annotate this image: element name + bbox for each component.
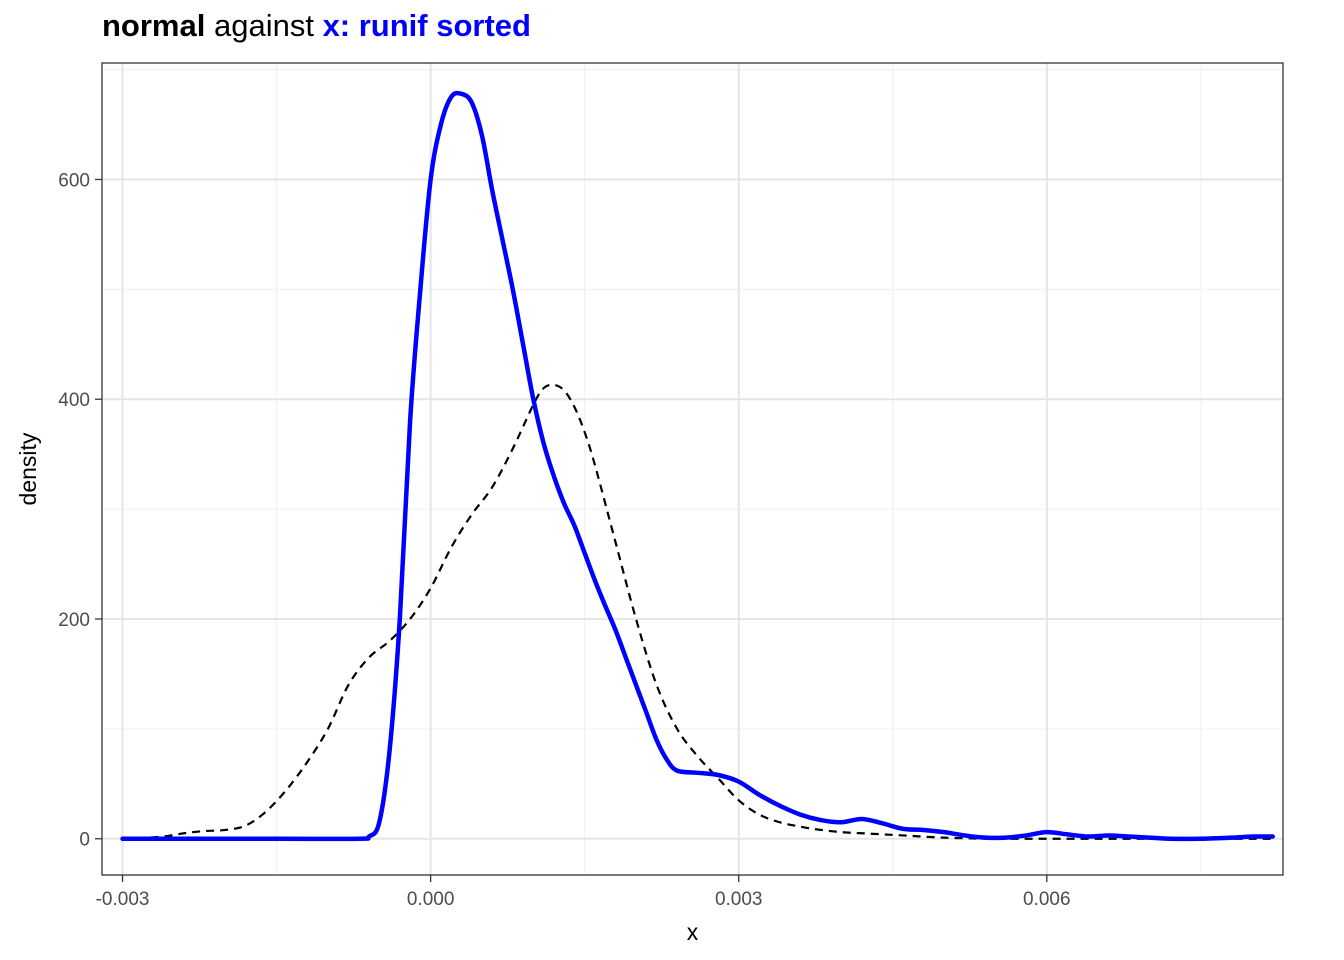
dashed-density-line: [122, 383, 1273, 840]
title-plain-part: against: [205, 8, 323, 43]
series-lines: [120, 90, 1275, 842]
x-tick-label: 0.000: [407, 889, 455, 910]
x-tick-label: 0.003: [715, 889, 763, 910]
axis-ticks: -0.003 0.000 0.003 0.006 0 200 400 600: [58, 170, 1070, 910]
grid-lines: [102, 63, 1283, 875]
x-axis-title: x: [687, 919, 699, 945]
y-tick-label: 200: [58, 610, 90, 631]
solid-density-line: [120, 90, 1275, 842]
y-tick-label: 600: [58, 170, 90, 191]
panel-border: [101, 62, 1284, 876]
x-tick-label: 0.006: [1023, 889, 1071, 910]
y-tick-label: 0: [79, 830, 90, 851]
chart-title: normal against x: runif sorted: [102, 8, 531, 44]
title-bold-part: normal: [102, 8, 206, 43]
y-axis-title: density: [15, 432, 41, 505]
title-highlight-part: x: runif sorted: [322, 8, 531, 43]
x-tick-label: -0.003: [96, 889, 150, 910]
y-tick-label: 400: [58, 390, 90, 411]
